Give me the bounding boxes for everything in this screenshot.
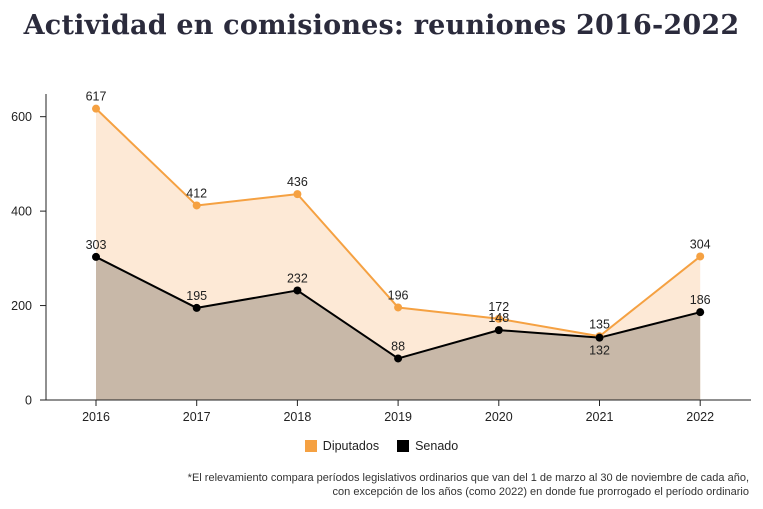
x-tick-label: 2019 bbox=[384, 410, 412, 424]
point-diputados bbox=[293, 190, 302, 199]
point-senado bbox=[293, 286, 302, 295]
data-label-diputados: 304 bbox=[690, 237, 711, 251]
point-diputados bbox=[92, 104, 100, 113]
point-senado bbox=[595, 333, 604, 342]
data-labels: 617 412 436 196 172 135 304 303 195 232 88 148 132 18… bbox=[86, 90, 711, 358]
legend-item-diputados[interactable]: Diputados bbox=[304, 439, 380, 453]
data-label-senado: 148 bbox=[488, 311, 509, 325]
data-label-senado: 186 bbox=[690, 293, 711, 307]
data-label-diputados: 412 bbox=[186, 186, 207, 200]
point-diputados bbox=[494, 314, 503, 323]
point-senado bbox=[92, 252, 100, 261]
point-senado bbox=[696, 308, 705, 317]
x-tick-label: 2021 bbox=[586, 410, 614, 424]
data-label-diputados: 617 bbox=[86, 90, 107, 104]
point-senado bbox=[192, 303, 201, 312]
point-senado bbox=[394, 354, 403, 363]
data-label-senado: 232 bbox=[287, 271, 308, 285]
x-tick-label: 2016 bbox=[82, 410, 110, 424]
x-tick-label: 2020 bbox=[485, 410, 513, 424]
series-points bbox=[92, 104, 705, 363]
area-senado bbox=[96, 256, 701, 400]
y-tick-label: 600 bbox=[11, 110, 32, 124]
legend-swatch-senado bbox=[397, 440, 410, 452]
point-diputados bbox=[192, 201, 201, 210]
legend-item-senado[interactable]: Senado bbox=[397, 439, 458, 453]
legend-label-diputados: Diputados bbox=[322, 439, 380, 453]
y-tick-label: 0 bbox=[25, 394, 32, 408]
data-label-diputados: 436 bbox=[287, 175, 308, 189]
data-label-senado: 303 bbox=[86, 238, 107, 252]
data-label-senado: 88 bbox=[391, 339, 405, 353]
data-label-diputados: 172 bbox=[488, 300, 509, 314]
point-diputados bbox=[394, 303, 403, 312]
chart-legend: Diputados Senado bbox=[0, 439, 763, 453]
x-tick-label: 2022 bbox=[686, 410, 714, 424]
footnote-line-2: con excepción de los años (como 2022) en… bbox=[332, 486, 749, 498]
legend-label-senado: Senado bbox=[415, 439, 459, 453]
legend-swatch-diputados bbox=[304, 440, 317, 452]
point-diputados bbox=[696, 252, 705, 261]
x-tick-label: 2018 bbox=[283, 410, 311, 424]
chart-title: Actividad en comisiones: reuniones 2016-… bbox=[23, 10, 740, 41]
data-label-diputados: 135 bbox=[589, 317, 610, 331]
point-senado bbox=[494, 326, 503, 335]
y-tick-label: 200 bbox=[11, 299, 32, 313]
footnote: *El relevamiento compara períodos legisl… bbox=[188, 471, 749, 499]
footnote-line-1: *El relevamiento compara períodos legisl… bbox=[187, 472, 749, 484]
y-tick-label: 400 bbox=[11, 205, 32, 219]
x-tick-label: 2017 bbox=[183, 410, 211, 424]
data-label-diputados: 196 bbox=[388, 288, 409, 302]
series-areas bbox=[96, 108, 701, 401]
chart-axes: 0 200 400 600 2016 2017 2018 2019 2020 2021 2022 bbox=[11, 94, 751, 424]
data-label-senado: 195 bbox=[186, 289, 207, 303]
data-label-senado: 132 bbox=[589, 344, 610, 358]
